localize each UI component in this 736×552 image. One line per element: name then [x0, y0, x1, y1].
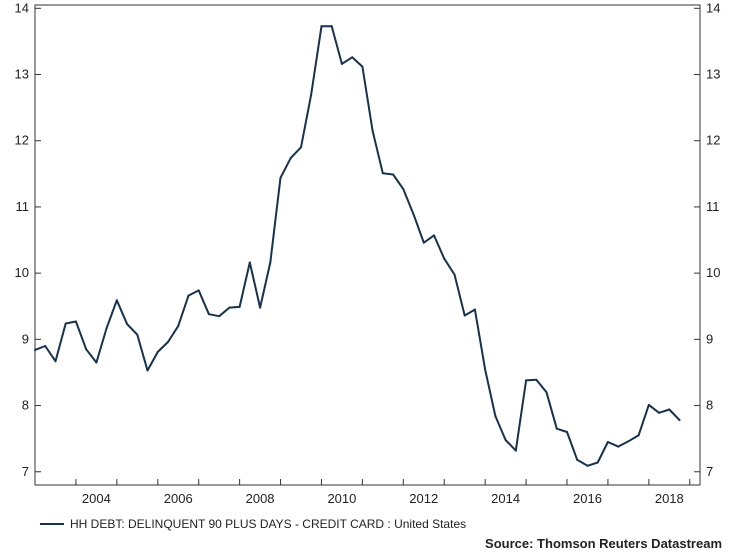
y-tick-label-left: 7 — [22, 464, 29, 479]
data-point — [504, 438, 507, 441]
data-point — [218, 315, 221, 318]
data-point — [647, 403, 650, 406]
y-tick-label-right: 11 — [706, 199, 720, 214]
data-point — [351, 56, 354, 59]
y-tick-label-left: 11 — [16, 199, 30, 214]
data-point — [156, 350, 159, 353]
data-point — [392, 173, 395, 176]
y-tick-label-right: 14 — [706, 0, 720, 15]
source-note: Source: Thomson Reuters Datastream — [485, 536, 722, 551]
data-point — [34, 348, 36, 351]
y-tick-label-right: 9 — [706, 331, 713, 346]
data-point — [300, 146, 302, 149]
data-point — [514, 449, 517, 452]
y-tick-label-right: 7 — [706, 464, 713, 479]
data-point — [187, 294, 190, 297]
y-tick-label-right: 10 — [706, 265, 720, 280]
data-points — [34, 25, 681, 467]
y-tick-label-right: 8 — [706, 398, 713, 413]
y-tick-label-left: 14 — [15, 0, 29, 15]
data-point — [473, 308, 476, 311]
x-tick-label: 2008 — [246, 491, 275, 506]
data-point — [596, 461, 599, 464]
data-point — [668, 408, 671, 411]
data-point — [330, 25, 333, 28]
data-point — [371, 129, 374, 132]
x-tick-label: 2012 — [409, 491, 438, 506]
x-tick-label: 2010 — [327, 491, 356, 506]
data-point — [310, 93, 313, 96]
data-point — [422, 241, 425, 244]
data-point — [678, 419, 681, 422]
x-axis: 2004 2006 2008 2010 2012 2014 2016 2018 — [34, 479, 691, 506]
data-point — [115, 299, 118, 302]
data-point — [126, 323, 129, 326]
x-tick-label: 2016 — [573, 491, 602, 506]
data-point — [658, 411, 661, 414]
x-tick-label: 2018 — [655, 491, 684, 506]
data-point — [146, 369, 149, 372]
data-point — [64, 322, 67, 325]
data-point — [433, 234, 435, 237]
data-point — [44, 344, 47, 347]
y-tick-label-left: 12 — [15, 133, 29, 148]
data-point — [412, 213, 415, 216]
data-point — [95, 361, 98, 364]
y-tick-label-left: 10 — [15, 265, 29, 280]
data-point — [136, 333, 139, 336]
data-point — [85, 348, 88, 351]
data-point — [361, 65, 364, 68]
y-tick-label-left: 8 — [22, 398, 29, 413]
data-point — [535, 378, 538, 381]
x-tick-label: 2004 — [82, 491, 111, 506]
data-point — [555, 427, 558, 430]
data-point — [207, 313, 210, 316]
data-point — [484, 368, 487, 371]
right-y-axis: 7 8 9 10 11 12 13 14 — [694, 0, 720, 479]
y-tick-label-right: 13 — [706, 67, 720, 82]
data-point — [381, 172, 384, 175]
data-point — [576, 458, 579, 461]
data-point — [279, 176, 282, 179]
y-tick-label-left: 13 — [15, 67, 29, 82]
data-point — [248, 261, 251, 264]
data-point — [617, 445, 620, 448]
data-point — [586, 464, 589, 467]
x-tick-label: 2014 — [491, 491, 520, 506]
data-point — [340, 62, 343, 65]
data-point — [453, 273, 456, 276]
data-point — [74, 320, 77, 323]
series-line — [34, 25, 681, 467]
data-point — [105, 327, 108, 330]
data-point — [494, 415, 497, 418]
data-point — [259, 306, 262, 309]
x-tick-label: 2006 — [164, 491, 193, 506]
data-point — [228, 306, 231, 309]
data-point — [177, 325, 180, 328]
data-point — [443, 257, 446, 260]
data-point — [606, 440, 609, 443]
data-point — [463, 314, 466, 317]
y-tick-label-left: 9 — [22, 331, 29, 346]
data-point — [197, 289, 200, 292]
data-point — [54, 360, 57, 363]
data-point — [566, 431, 568, 434]
data-point — [320, 25, 323, 28]
data-point — [525, 379, 528, 382]
data-point — [627, 440, 630, 443]
data-point — [637, 434, 640, 437]
data-point — [289, 156, 292, 159]
y-tick-label-right: 12 — [706, 133, 720, 148]
data-point — [402, 188, 405, 191]
plot-frame — [34, 4, 701, 486]
data-point — [269, 261, 272, 264]
legend-label: HH DEBT: DELINQUENT 90 PLUS DAYS - CREDI… — [70, 517, 466, 531]
data-point — [238, 305, 241, 308]
data-point — [545, 391, 548, 394]
data-point — [167, 340, 169, 343]
left-y-axis: 7 8 9 10 11 12 13 14 — [15, 0, 41, 479]
